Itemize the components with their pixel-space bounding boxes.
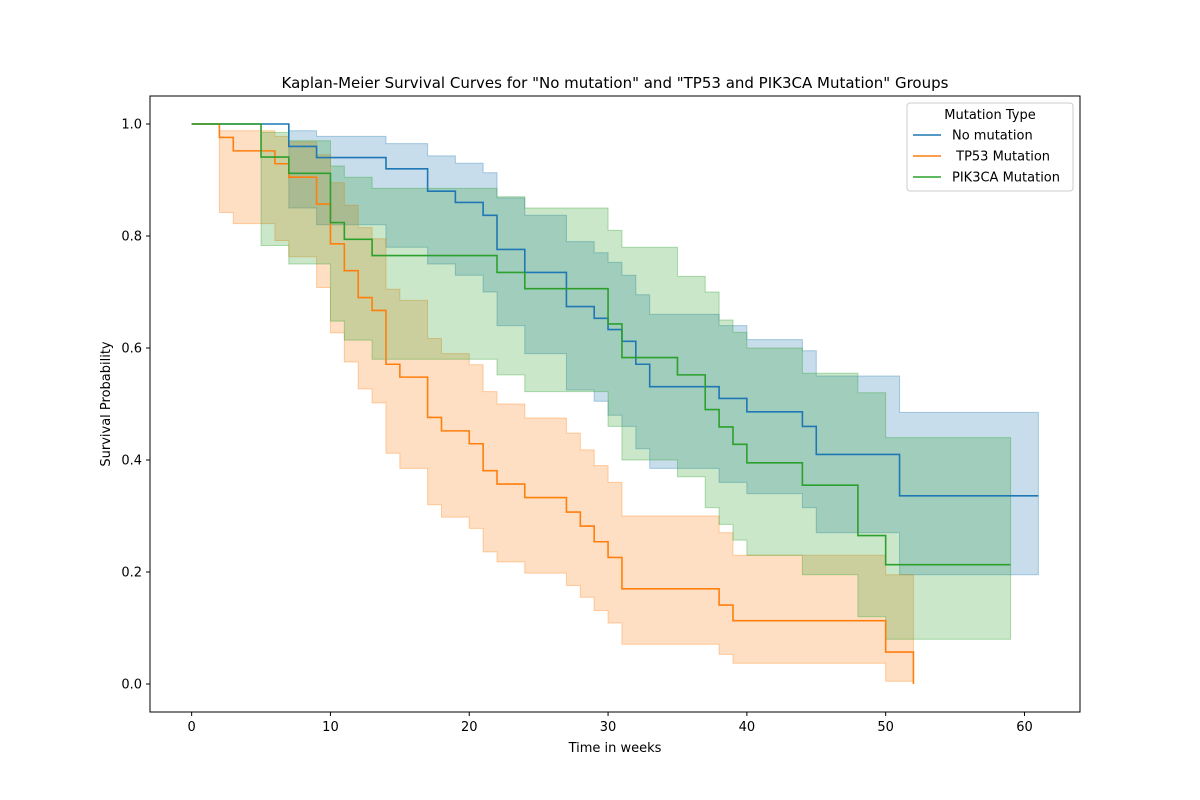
- x-tick-label: 50: [877, 720, 894, 735]
- legend-title: Mutation Type: [944, 108, 1035, 123]
- y-tick-label: 0.4: [121, 454, 142, 469]
- x-axis-ticks: 0 10 20 30 40 50 60: [188, 712, 1033, 735]
- y-tick-label: 0.6: [121, 342, 142, 357]
- ci-band-0: [191, 123, 1039, 576]
- survival-line-1: [191, 123, 915, 684]
- y-tick-label: 0.2: [121, 566, 142, 581]
- legend-box: [906, 102, 1074, 192]
- y-tick-label: 0.8: [121, 230, 142, 245]
- chart-title: Kaplan-Meier Survival Curves for "No mut…: [282, 74, 949, 92]
- x-axis-label: Time in weeks: [568, 741, 662, 756]
- survival-line-2: [191, 123, 1011, 566]
- x-tick-label: 10: [322, 720, 339, 735]
- x-tick-label: 20: [461, 720, 478, 735]
- y-tick-label: 0.0: [121, 678, 142, 693]
- legend-label-0: No mutation: [952, 129, 1033, 144]
- legend: Mutation Type No mutation TP53 Mutation P…: [906, 102, 1074, 192]
- ci-band-2: [191, 123, 1012, 640]
- confidence-bands: [191, 123, 1039, 682]
- legend-label-1: TP53 Mutation: [952, 150, 1050, 165]
- survival-line-0: [191, 123, 1039, 497]
- x-tick-label: 30: [600, 720, 617, 735]
- x-tick-label: 60: [1016, 720, 1033, 735]
- y-axis-ticks: 0.0 0.2 0.4 0.6 0.8 1.0: [121, 118, 150, 693]
- x-tick-label: 0: [188, 720, 196, 735]
- y-axis-label: Survival Probability: [99, 341, 114, 467]
- plot-frame: [149, 95, 1081, 713]
- x-tick-label: 40: [739, 720, 756, 735]
- legend-label-2: PIK3CA Mutation: [952, 171, 1060, 186]
- survival-lines: [191, 123, 1039, 684]
- legend-items: No mutation TP53 Mutation PIK3CA Mutation: [913, 129, 1060, 186]
- y-tick-label: 1.0: [121, 118, 142, 133]
